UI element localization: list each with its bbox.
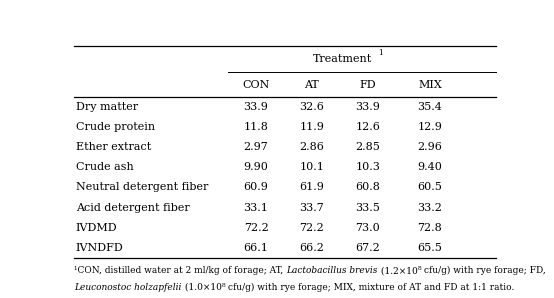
Text: 11.9: 11.9 (299, 122, 324, 132)
Text: 35.4: 35.4 (418, 102, 442, 112)
Text: ¹CON, distilled water at 2 ml/kg of forage; AT,: ¹CON, distilled water at 2 ml/kg of fora… (74, 266, 286, 275)
Text: 33.9: 33.9 (244, 102, 269, 112)
Text: CON: CON (242, 80, 270, 89)
Text: 12.9: 12.9 (418, 122, 442, 132)
Text: 67.2: 67.2 (355, 243, 380, 253)
Text: Neutral detergent fiber: Neutral detergent fiber (76, 182, 208, 193)
Text: Lactobacillus brevis: Lactobacillus brevis (286, 266, 378, 275)
Text: 65.5: 65.5 (418, 243, 442, 253)
Text: 11.8: 11.8 (244, 122, 269, 132)
Text: MIX: MIX (418, 80, 442, 89)
Text: ⁸: ⁸ (418, 266, 421, 275)
Text: cfu/g) with rye forage; FD,: cfu/g) with rye forage; FD, (421, 266, 546, 275)
Text: 60.9: 60.9 (244, 182, 269, 193)
Text: 32.6: 32.6 (299, 102, 324, 112)
Text: 2.85: 2.85 (355, 142, 380, 152)
Text: Treatment: Treatment (314, 54, 373, 64)
Text: AT: AT (305, 80, 319, 89)
Text: Crude protein: Crude protein (76, 122, 155, 132)
Text: 1: 1 (378, 49, 383, 57)
Text: 66.1: 66.1 (244, 243, 269, 253)
Text: 2.96: 2.96 (418, 142, 442, 152)
Text: cfu/g) with rye forage; MIX, mixture of AT and FD at 1:1 ratio.: cfu/g) with rye forage; MIX, mixture of … (225, 283, 515, 292)
Text: 60.5: 60.5 (418, 182, 442, 193)
Text: 10.3: 10.3 (355, 162, 380, 172)
Text: Ether extract: Ether extract (76, 142, 151, 152)
Text: 73.0: 73.0 (355, 223, 380, 233)
Text: ⁸: ⁸ (222, 283, 225, 292)
Text: 72.2: 72.2 (244, 223, 268, 233)
Text: 66.2: 66.2 (299, 243, 324, 253)
Text: FD: FD (360, 80, 376, 89)
Text: IVDMD: IVDMD (76, 223, 117, 233)
Text: 9.90: 9.90 (244, 162, 269, 172)
Text: 33.5: 33.5 (355, 203, 380, 213)
Text: IVNDFD: IVNDFD (76, 243, 124, 253)
Text: 33.2: 33.2 (418, 203, 442, 213)
Text: 72.2: 72.2 (300, 223, 324, 233)
Text: (1.0×10: (1.0×10 (182, 283, 222, 292)
Text: 2.97: 2.97 (244, 142, 268, 152)
Text: 72.8: 72.8 (418, 223, 442, 233)
Text: 33.7: 33.7 (300, 203, 324, 213)
Text: Leuconostoc holzapfelii: Leuconostoc holzapfelii (74, 283, 182, 292)
Text: 33.1: 33.1 (244, 203, 269, 213)
Text: 2.86: 2.86 (299, 142, 324, 152)
Text: Acid detergent fiber: Acid detergent fiber (76, 203, 189, 213)
Text: 33.9: 33.9 (355, 102, 380, 112)
Text: 60.8: 60.8 (355, 182, 380, 193)
Text: Dry matter: Dry matter (76, 102, 138, 112)
Text: (1.2×10: (1.2×10 (378, 266, 418, 275)
Text: 12.6: 12.6 (355, 122, 380, 132)
Text: 10.1: 10.1 (299, 162, 324, 172)
Text: 61.9: 61.9 (299, 182, 324, 193)
Text: 9.40: 9.40 (418, 162, 442, 172)
Text: Crude ash: Crude ash (76, 162, 134, 172)
